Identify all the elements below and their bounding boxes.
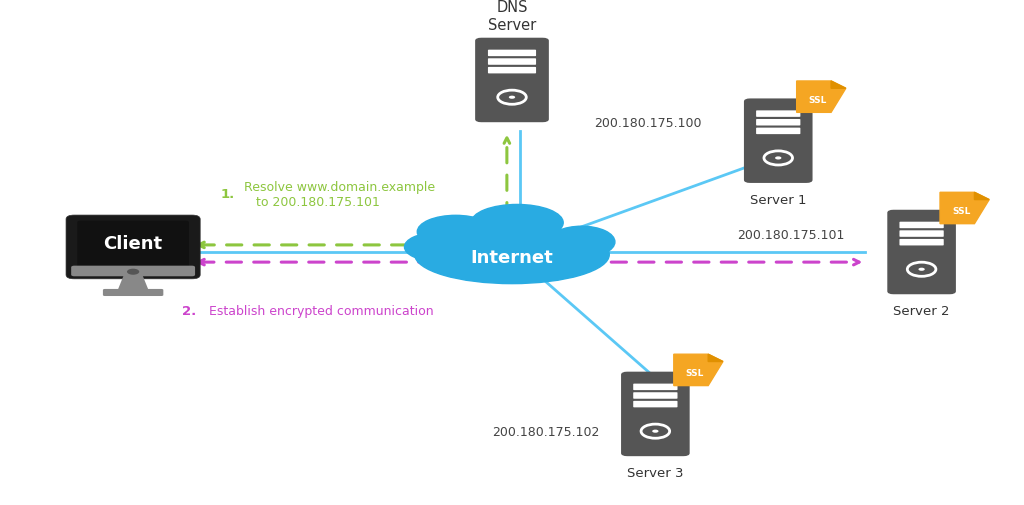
- FancyBboxPatch shape: [899, 222, 944, 229]
- FancyBboxPatch shape: [633, 392, 678, 399]
- FancyBboxPatch shape: [72, 266, 195, 277]
- Polygon shape: [831, 82, 846, 89]
- FancyBboxPatch shape: [78, 221, 189, 274]
- Text: Server 2: Server 2: [893, 304, 950, 317]
- Circle shape: [775, 157, 781, 160]
- Ellipse shape: [549, 227, 614, 258]
- Ellipse shape: [404, 233, 466, 261]
- FancyBboxPatch shape: [102, 289, 164, 296]
- Circle shape: [127, 269, 139, 275]
- Text: 200.180.175.101: 200.180.175.101: [737, 228, 845, 241]
- Text: SSL: SSL: [809, 95, 827, 105]
- FancyBboxPatch shape: [899, 231, 944, 237]
- FancyBboxPatch shape: [475, 39, 549, 123]
- FancyBboxPatch shape: [621, 372, 690, 457]
- Polygon shape: [674, 355, 723, 386]
- FancyBboxPatch shape: [633, 384, 678, 390]
- FancyBboxPatch shape: [756, 111, 801, 118]
- FancyBboxPatch shape: [66, 216, 201, 279]
- Polygon shape: [940, 193, 989, 224]
- FancyBboxPatch shape: [633, 401, 678, 408]
- FancyBboxPatch shape: [487, 59, 537, 66]
- FancyBboxPatch shape: [743, 99, 813, 183]
- FancyBboxPatch shape: [899, 239, 944, 246]
- Text: Resolve www.domain.example
     to 200.180.175.101: Resolve www.domain.example to 200.180.17…: [236, 180, 434, 209]
- Text: Server 3: Server 3: [627, 466, 684, 479]
- FancyBboxPatch shape: [487, 50, 537, 57]
- Polygon shape: [118, 275, 148, 290]
- Text: 1.: 1.: [220, 188, 234, 201]
- Ellipse shape: [418, 216, 494, 248]
- Polygon shape: [975, 193, 989, 200]
- FancyBboxPatch shape: [487, 68, 537, 74]
- Text: Server 1: Server 1: [750, 193, 807, 206]
- Circle shape: [919, 268, 925, 271]
- Circle shape: [652, 430, 658, 433]
- Text: Internet: Internet: [471, 248, 553, 267]
- Polygon shape: [797, 82, 846, 113]
- Text: 200.180.175.102: 200.180.175.102: [492, 425, 599, 438]
- Polygon shape: [709, 355, 723, 362]
- FancyBboxPatch shape: [756, 120, 801, 126]
- Text: 200.180.175.100: 200.180.175.100: [594, 117, 701, 130]
- Text: 2.: 2.: [182, 304, 197, 317]
- Text: SSL: SSL: [952, 207, 971, 216]
- Text: Client: Client: [103, 234, 163, 252]
- FancyBboxPatch shape: [756, 128, 801, 135]
- Text: DNS
Server: DNS Server: [487, 1, 537, 33]
- Text: SSL: SSL: [686, 368, 705, 377]
- Text: Establish encrypted communication: Establish encrypted communication: [201, 304, 433, 317]
- Circle shape: [509, 96, 515, 99]
- Ellipse shape: [471, 205, 563, 241]
- FancyBboxPatch shape: [887, 210, 956, 295]
- Ellipse shape: [415, 226, 609, 284]
